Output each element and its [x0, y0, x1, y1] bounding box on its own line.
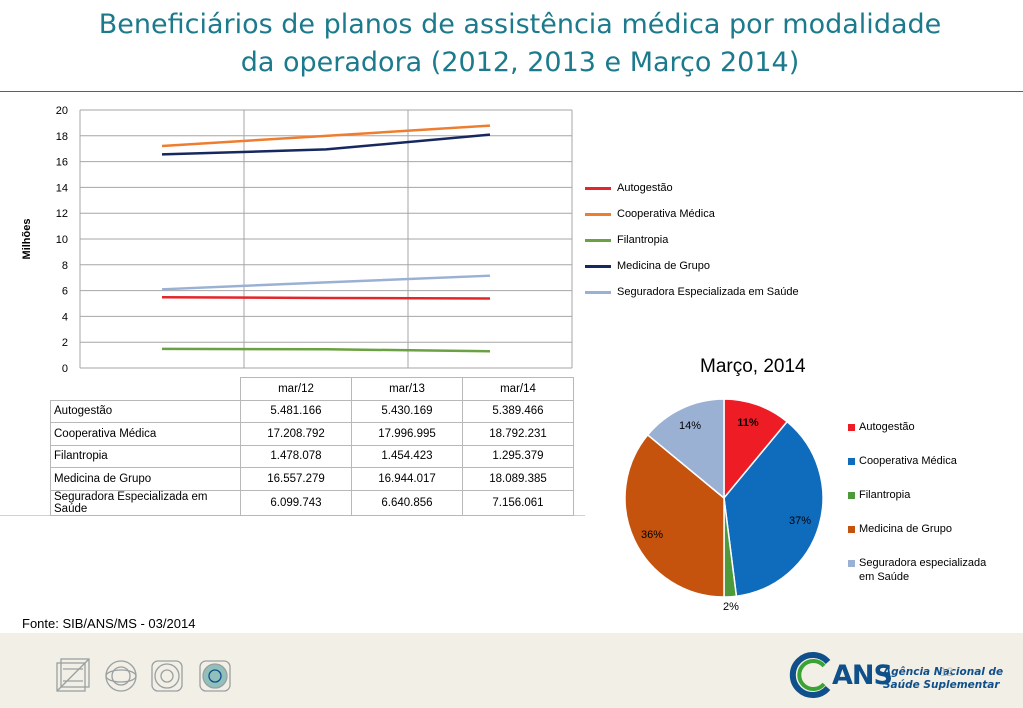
pie-data-label: 14% — [679, 420, 701, 432]
footer-icon-4 — [199, 660, 231, 692]
slide-title-line1: Beneficiários de planos de assistência m… — [98, 9, 942, 40]
pie-legend-label: Cooperativa Médica — [859, 455, 957, 467]
table-row: Seguradora Especializada em Saúde 6.099.7… — [50, 489, 574, 516]
y-tick-label: 8 — [62, 260, 68, 272]
table-row: Autogestão 5.481.166 5.430.169 5.389.466 — [50, 399, 574, 423]
y-tick-label: 4 — [62, 311, 68, 323]
pie-chart: 11% 37% 2% 36% 14% — [624, 398, 824, 613]
table-cell: 1.454.423 — [351, 444, 463, 468]
line-chart: 0 2 4 6 8 10 12 14 16 18 20 Milhões — [21, 105, 573, 375]
legend-swatch — [585, 290, 611, 294]
pie-slice — [624, 433, 725, 598]
footer-decorative-icons — [56, 658, 231, 692]
pie-legend-item: Filantropia — [848, 488, 1023, 502]
title-divider — [0, 91, 1023, 92]
y-axis-label: Milhões — [21, 219, 33, 260]
legend-swatch — [585, 186, 611, 190]
legend-item: Cooperativa Médica — [585, 201, 815, 227]
table-row: Cooperativa Médica 17.208.792 17.996.995 18… — [50, 422, 574, 446]
table-cell: 1.478.078 — [240, 444, 352, 468]
line-chart-legend: Autogestão Cooperativa Médica Filantropia M… — [585, 175, 815, 305]
logo-subtitle-line2: Saúde Suplementar — [883, 679, 1000, 691]
pie-legend-item: Seguradora especializada em Saúde — [848, 556, 1023, 584]
pie-data-label: 36% — [641, 529, 663, 541]
pie-data-label: 11% — [737, 417, 759, 429]
pie-legend-swatch — [848, 458, 855, 465]
footer-icon-3 — [151, 660, 183, 692]
pie-legend-item: Cooperativa Médica — [848, 454, 1023, 468]
legend-label: Seguradora Especializada em Saúde — [617, 286, 799, 298]
footer-icon-1 — [56, 658, 90, 692]
table-header-cell: mar/12 — [240, 377, 352, 401]
table-header-cell: mar/14 — [462, 377, 574, 401]
table-cell: 16.557.279 — [240, 467, 352, 491]
series-line — [161, 124, 491, 148]
slide-title-line2: da operadora (2012, 2013 e Março 2014) — [240, 47, 800, 78]
pie-legend-swatch — [848, 526, 855, 533]
logo-subtitle: Agência Nacional de Saúde Suplementar — [883, 666, 1003, 692]
y-tick-label: 12 — [56, 208, 68, 220]
legend-swatch — [585, 264, 611, 268]
legend-item: Autogestão — [585, 175, 815, 201]
page-number: 12 — [940, 665, 954, 679]
legend-label: Autogestão — [617, 182, 673, 194]
table-cell: 7.156.061 — [462, 489, 574, 516]
line-chart-panel — [0, 95, 585, 516]
series-line — [161, 133, 491, 156]
legend-swatch — [585, 212, 611, 216]
y-tick-label: 14 — [56, 182, 68, 194]
pie-chart-legend: Autogestão Cooperativa Médica Filantropia M… — [848, 420, 1023, 604]
legend-item: Medicina de Grupo — [585, 253, 815, 279]
pie-legend-swatch — [848, 560, 855, 567]
y-tick-label: 2 — [62, 337, 68, 349]
y-tick-label: 20 — [56, 105, 68, 117]
pie-legend-swatch — [848, 492, 855, 499]
pie-data-label: 2% — [723, 601, 739, 613]
table-row-label: Seguradora Especializada em Saúde — [50, 489, 241, 516]
data-table: mar/12 mar/13 mar/14 Autogestão 5.481.166 5.4… — [50, 377, 574, 516]
pie-chart-title: Março, 2014 — [700, 356, 806, 377]
pie-slice — [723, 398, 789, 501]
table-cell: 18.792.231 — [462, 422, 574, 446]
pie-data-label: 37% — [789, 515, 811, 527]
series-line — [161, 296, 491, 300]
legend-swatch — [585, 238, 611, 242]
slide-title: Beneficiários de planos de assistência m… — [40, 6, 1000, 82]
table-cell: 6.640.856 — [351, 489, 463, 516]
legend-label: Cooperativa Médica — [617, 208, 715, 220]
y-tick-label: 0 — [62, 363, 68, 375]
pie-slice — [646, 398, 725, 500]
pie-slice — [723, 420, 824, 598]
y-tick-label: 6 — [62, 286, 68, 298]
pie-legend-label: Autogestão — [859, 421, 915, 433]
pie-legend-label: Seguradora especializada em Saúde — [859, 557, 987, 583]
table-header-cell: mar/13 — [351, 377, 463, 401]
pie-legend-label: Medicina de Grupo — [859, 523, 952, 535]
table-cell: 6.099.743 — [240, 489, 352, 516]
source-note: Fonte: SIB/ANS/MS - 03/2014 — [22, 616, 196, 631]
logo-wordmark: ANS — [832, 660, 893, 691]
y-tick-label: 16 — [56, 157, 68, 169]
ans-logo-icon — [789, 652, 831, 698]
pie-legend-swatch — [848, 424, 855, 431]
series-line — [161, 347, 491, 353]
legend-label: Filantropia — [617, 234, 669, 246]
legend-label: Medicina de Grupo — [617, 260, 710, 272]
series-line — [161, 274, 491, 291]
y-tick-label: 10 — [56, 234, 68, 246]
footer-icon-2 — [105, 660, 137, 692]
pie-legend-label: Filantropia — [859, 489, 911, 501]
table-row-label: Autogestão — [50, 399, 241, 423]
table-cell: 5.430.169 — [351, 399, 463, 423]
legend-item: Seguradora Especializada em Saúde — [585, 279, 815, 305]
logo-subtitle-line1: Agência Nacional de — [883, 666, 1004, 678]
pie-legend-item: Medicina de Grupo — [848, 522, 1023, 536]
pie-legend-item: Autogestão — [848, 420, 1023, 434]
legend-item: Filantropia — [585, 227, 815, 253]
y-tick-label: 18 — [56, 131, 68, 143]
